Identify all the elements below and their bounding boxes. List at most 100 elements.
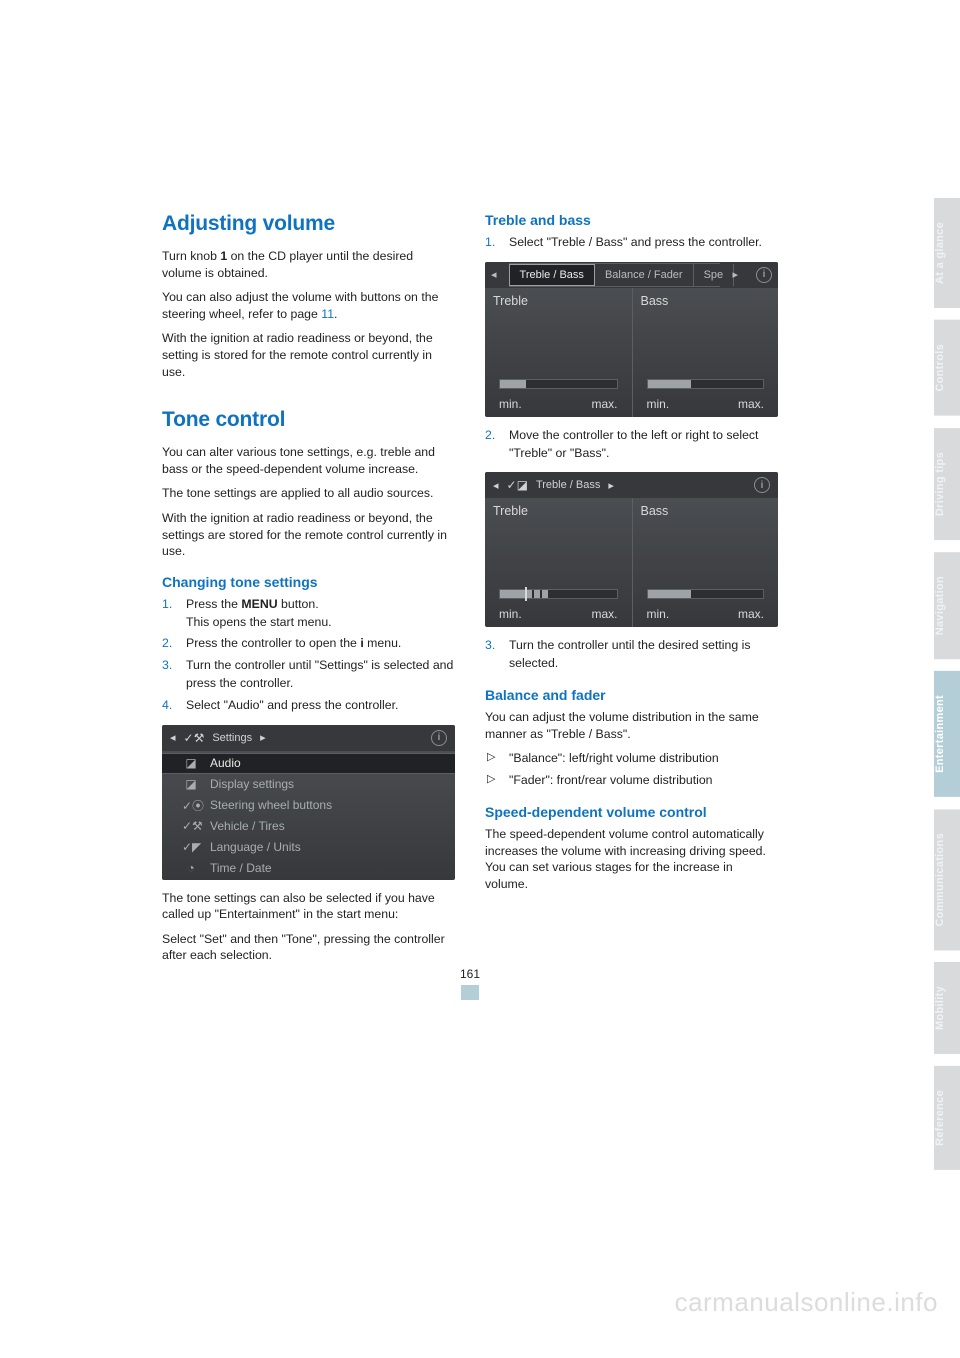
menu-item-label: Language / Units xyxy=(210,840,301,854)
menu-item: ✓⚒ Vehicle / Tires xyxy=(162,816,455,837)
figure-treble-bass-tabs: ◂ Treble / BassBalance / FaderSpe ▸ i Tr… xyxy=(485,262,778,417)
para-tone-applied: The tone settings are applied to all aud… xyxy=(162,485,455,502)
step-text: Press the controller to open the i menu. xyxy=(186,636,401,650)
subheading-speed-volume: Speed-dependent volume control xyxy=(485,804,778,820)
minmax: min.max. xyxy=(647,397,765,411)
header-title: Settings xyxy=(212,732,252,744)
step-text: Select "Treble / Bass" and press the con… xyxy=(509,235,762,249)
list-balance-fader: "Balance": left/right volume distributio… xyxy=(485,750,778,790)
step-number: 2. xyxy=(162,635,172,653)
section-tab[interactable]: Mobility xyxy=(934,962,960,1054)
para-speed-volume: The speed-dependent volume control autom… xyxy=(485,826,778,892)
tab-left-arrow: ◂ xyxy=(485,268,503,281)
pane-title: Bass xyxy=(641,504,771,518)
section-tab[interactable]: Driving tips xyxy=(934,428,960,540)
tab-right-arrow: ▸ xyxy=(726,268,744,281)
right-column: Treble and bass 1.Select "Treble / Bass"… xyxy=(485,212,778,972)
page-content: Adjusting volume Turn knob 1 on the CD p… xyxy=(162,212,778,972)
para-tone-also: The tone settings can also be selected i… xyxy=(162,890,455,923)
tabs: Treble / BassBalance / FaderSpe xyxy=(509,263,721,287)
treble-slider xyxy=(499,589,618,599)
step-number: 1. xyxy=(485,234,495,252)
menu-rows: ◪ Audio ◪Display settings✓⦿Steering wheel … xyxy=(162,751,455,880)
step: 3.Turn the controller until "Settings" i… xyxy=(162,657,455,693)
section-tab[interactable]: Entertainment xyxy=(934,671,960,797)
menu-item: ✓◤Language / Units xyxy=(162,837,455,858)
left-column: Adjusting volume Turn knob 1 on the CD p… xyxy=(162,212,455,972)
steps-treble-2: 2. Move the controller to the left or rig… xyxy=(485,427,778,463)
para-steering-ref: You can also adjust the volume with butt… xyxy=(162,289,455,322)
menu-item: ◪Display settings xyxy=(162,774,455,795)
steps-treble-1: 1. Select "Treble / Bass" and press the c… xyxy=(485,234,778,252)
section-tab[interactable]: Navigation xyxy=(934,552,960,659)
two-column-layout: Adjusting volume Turn knob 1 on the CD p… xyxy=(162,212,778,972)
bass-pane: Bass min.max. xyxy=(632,498,779,627)
menu-item-icon: ✓⦿ xyxy=(182,797,200,814)
page-number: 161 xyxy=(162,967,778,981)
step: 1. Select "Treble / Bass" and press the c… xyxy=(485,234,778,252)
bass-slider xyxy=(647,379,765,389)
para-balance: You can adjust the volume distribution i… xyxy=(485,709,778,742)
step-number: 1. xyxy=(162,596,172,614)
step: 3. Turn the controller until the desired … xyxy=(485,637,778,673)
slider-marker xyxy=(525,587,527,601)
idrive-tabbar: ◂ Treble / BassBalance / FaderSpe ▸ i xyxy=(485,262,778,288)
step-text: Turn the controller until "Settings" is … xyxy=(186,658,453,690)
step: 2. Move the controller to the left or rig… xyxy=(485,427,778,463)
treble-pane: Treble min.max. xyxy=(485,288,632,417)
step-text: Move the controller to the left or right… xyxy=(509,428,758,460)
info-icon: i xyxy=(756,267,772,283)
page-ref-link[interactable]: 11 xyxy=(321,307,334,321)
step-text: Select "Audio" and press the controller. xyxy=(186,698,398,712)
watermark: carmanualsonline.info xyxy=(675,1287,938,1318)
menu-item-label: Vehicle / Tires xyxy=(210,819,285,833)
list-item: "Balance": left/right volume distributio… xyxy=(485,750,778,768)
step-text: Turn the controller until the desired se… xyxy=(509,638,751,670)
pane-title: Treble xyxy=(493,504,624,518)
bass-slider xyxy=(647,589,765,599)
idrive-header: ◂ ✓⚒ Settings ▸ i xyxy=(162,725,455,751)
text: You can also adjust the volume with butt… xyxy=(162,290,438,321)
info-icon: i xyxy=(431,730,447,746)
menu-item-icon: ◪ xyxy=(182,756,200,770)
section-tab[interactable]: At a glance xyxy=(934,198,960,308)
step-text: Press the MENU button.This opens the sta… xyxy=(186,597,332,629)
menu-item: ◔Time / Date xyxy=(162,858,455,879)
info-icon: i xyxy=(754,477,770,493)
figure-settings-menu: ◂ ✓⚒ Settings ▸ i ◪ Audio ◪Display setting… xyxy=(162,725,455,880)
step: 2. Press the controller to open the i men… xyxy=(162,635,455,653)
menu-item-label: Display settings xyxy=(210,777,294,791)
text: . xyxy=(334,307,337,321)
tab: Treble / Bass xyxy=(509,264,595,286)
steps-treble-3: 3. Turn the controller until the desired … xyxy=(485,637,778,673)
heading-adjusting-volume: Adjusting volume xyxy=(162,212,455,236)
step-number: 3. xyxy=(485,637,495,655)
settings-icon: ✓⚒ xyxy=(184,731,205,745)
minmax: min.max. xyxy=(499,607,618,621)
section-tab[interactable]: Communications xyxy=(934,809,960,950)
heading-tone-control: Tone control xyxy=(162,408,455,432)
step: 4.Select "Audio" and press the controlle… xyxy=(162,697,455,715)
para-tone-stored: With the ignition at radio readiness or … xyxy=(162,510,455,560)
menu-item-label: Audio xyxy=(210,756,241,770)
text: Turn knob xyxy=(162,249,220,263)
menu-item: ✓⦿Steering wheel buttons xyxy=(162,795,455,816)
tab: Balance / Fader xyxy=(595,264,694,286)
dual-pane: Treble min.max. Bass min.max. xyxy=(485,498,778,627)
step-number: 2. xyxy=(485,427,495,445)
menu-item-icon: ✓⚒ xyxy=(182,819,200,833)
para-set-tone: Select "Set" and then "Tone", pressing t… xyxy=(162,931,455,964)
menu-item-icon: ◔ xyxy=(182,861,200,875)
para-tone-intro: You can alter various tone settings, e.g… xyxy=(162,444,455,477)
minmax: min.max. xyxy=(647,607,765,621)
pane-title: Treble xyxy=(493,294,624,308)
page-number-bar xyxy=(461,985,479,1000)
bass-pane: Bass min.max. xyxy=(632,288,779,417)
section-tab[interactable]: Controls xyxy=(934,320,960,416)
header-title: Treble / Bass xyxy=(536,479,600,491)
dual-pane: Treble min.max. Bass min.max. xyxy=(485,288,778,417)
section-tab[interactable]: Reference xyxy=(934,1066,960,1170)
minmax: min.max. xyxy=(499,397,618,411)
page-footer: 161 xyxy=(162,967,778,1000)
idrive-header: ◂ ✓◪ Treble / Bass ▸ i xyxy=(485,472,778,498)
